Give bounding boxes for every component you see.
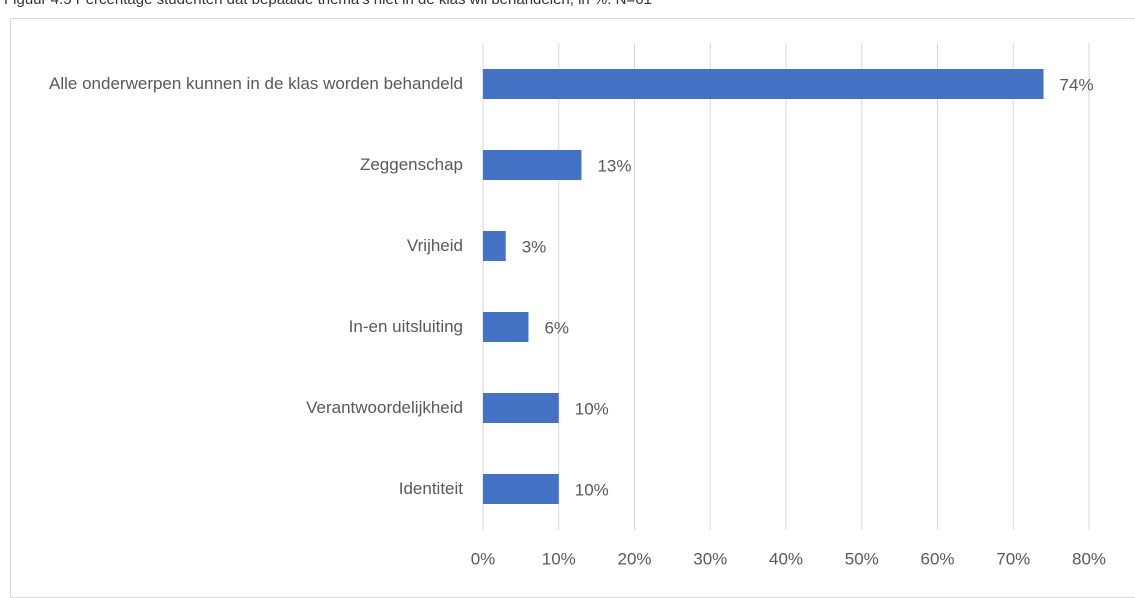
bar bbox=[483, 393, 559, 423]
data-label: 13% bbox=[597, 156, 631, 175]
bar bbox=[483, 231, 506, 261]
x-tick-label: 50% bbox=[845, 549, 879, 568]
y-tick-label: Alle onderwerpen kunnen in de klas worde… bbox=[49, 74, 463, 93]
y-tick-label: In-en uitsluiting bbox=[348, 317, 463, 336]
y-tick-label: Zeggenschap bbox=[359, 155, 463, 174]
data-label: 3% bbox=[522, 237, 547, 256]
y-tick-label-wrap: Vrijheid bbox=[13, 234, 463, 258]
data-label: 74% bbox=[1060, 75, 1094, 94]
page: {"chart_data": {"type": "bar", "orientat… bbox=[4, 0, 1135, 598]
bar bbox=[483, 69, 1044, 99]
x-tick-label: 30% bbox=[693, 549, 727, 568]
y-tick-label-wrap: Alle onderwerpen kunnen in de klas worde… bbox=[13, 72, 463, 96]
x-tick-label: 70% bbox=[996, 549, 1030, 568]
bar bbox=[483, 150, 582, 180]
y-tick-label-wrap: Identiteit bbox=[13, 477, 463, 501]
x-tick-label: 20% bbox=[617, 549, 651, 568]
y-tick-label: Vrijheid bbox=[406, 236, 463, 255]
y-tick-label: Identiteit bbox=[398, 479, 463, 498]
bar bbox=[483, 312, 529, 342]
y-tick-label-wrap: Zeggenschap bbox=[13, 153, 463, 177]
y-tick-label-wrap: In-en uitsluiting bbox=[13, 315, 463, 339]
x-tick-label: 0% bbox=[471, 549, 496, 568]
y-tick-label-wrap: Verantwoordelijkheid bbox=[13, 396, 463, 420]
data-label: 10% bbox=[575, 399, 609, 418]
x-tick-label: 10% bbox=[542, 549, 576, 568]
x-tick-label: 80% bbox=[1072, 549, 1106, 568]
x-tick-label: 40% bbox=[769, 549, 803, 568]
data-label: 6% bbox=[544, 318, 569, 337]
bar bbox=[483, 474, 559, 504]
data-label: 10% bbox=[575, 480, 609, 499]
chart-title: Figuur 4.5 Percentage studenten dat bepa… bbox=[4, 0, 652, 8]
chart: 0% 10% 20% 30% 40% 50% 60% 70% 80% 74% 13% 3% 6% 10% 1… bbox=[471, 43, 1106, 568]
y-tick-label: Verantwoordelijkheid bbox=[306, 398, 463, 417]
x-tick-label: 60% bbox=[920, 549, 954, 568]
